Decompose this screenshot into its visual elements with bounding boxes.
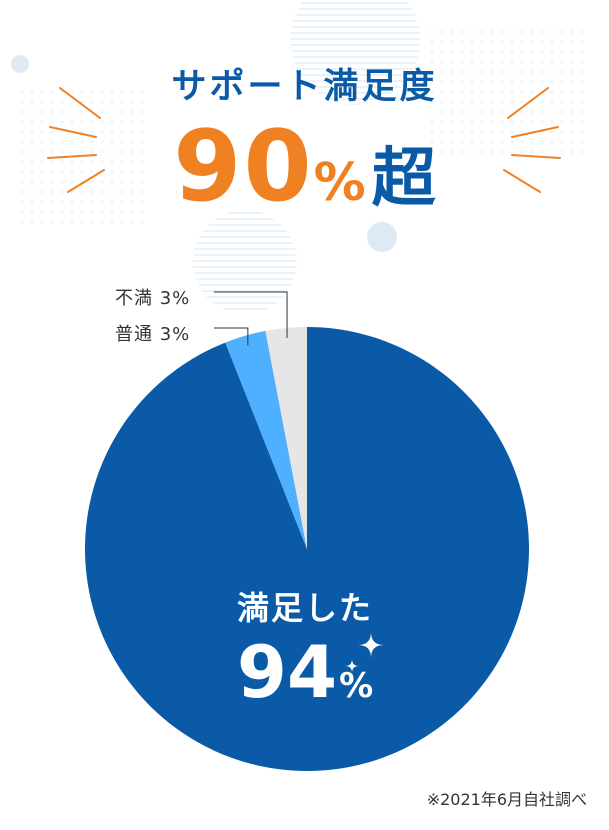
page-title: サポート満足度: [171, 67, 438, 107]
leader-line-neutral: [214, 327, 249, 346]
headline-stat: 90%超: [0, 118, 609, 216]
headline-stat-suffix: 超: [371, 142, 436, 216]
striped-circle-middle: [193, 210, 297, 314]
pie-label-satisfied-value: 94%: [190, 636, 420, 708]
pie-slice-dissatisfied: [265, 327, 307, 549]
striped-circle-top: [290, 0, 420, 105]
sparkle-icon: [358, 632, 384, 658]
pie-label-dissatisfied: 不満 3%: [115, 284, 190, 310]
footnote: ※2021年6月自社調べ: [426, 790, 587, 809]
pie-label-neutral-name: 普通: [115, 324, 153, 345]
headline-stat-unit: %: [313, 153, 366, 213]
dot-circle-small: [11, 55, 29, 73]
pie-label-satisfied-number: 94: [236, 630, 338, 714]
pie-label-neutral-value: 3%: [159, 324, 191, 345]
leader-line-dissatisfied: [214, 291, 288, 338]
sparkle-lines-right: [503, 87, 561, 193]
pie-label-satisfied-unit: %: [339, 666, 374, 706]
headline-stat-value: 90: [173, 110, 314, 224]
pie-label-satisfied-name: 満足した: [236, 589, 373, 627]
sparkle-icon: [345, 659, 359, 673]
dot-circle-medium: [367, 222, 397, 252]
dot-pattern-right: [430, 30, 590, 160]
pie-label-neutral: 普通 3%: [115, 320, 190, 346]
pie-label-dissatisfied-name: 不満: [115, 288, 153, 309]
sparkle-lines-left: [47, 87, 105, 193]
pie-label-dissatisfied-value: 3%: [159, 288, 191, 309]
dot-pattern-left: [20, 90, 150, 230]
pie-slice-neutral: [225, 330, 307, 549]
